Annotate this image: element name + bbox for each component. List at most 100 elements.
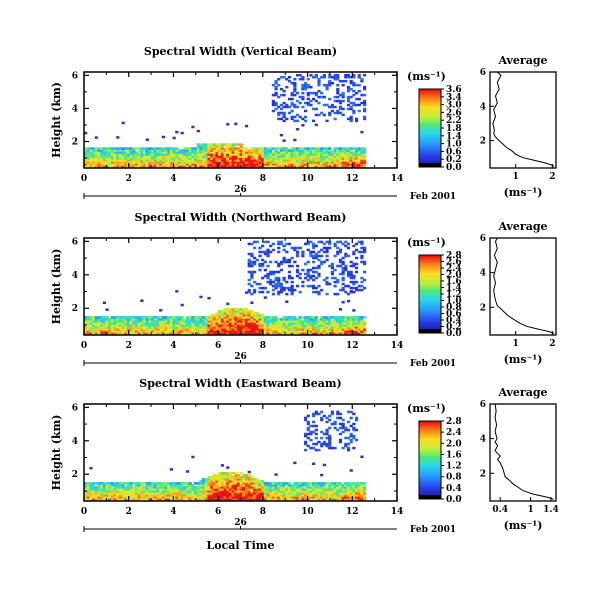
- heatmap-cell: [312, 151, 316, 154]
- heatmap-cell: [269, 272, 273, 276]
- heatmap-cell: [360, 256, 364, 260]
- heatmap-cell: [255, 318, 259, 321]
- heatmap-cell: [306, 444, 310, 448]
- heatmap-cell: [159, 309, 163, 312]
- heatmap-cell: [94, 328, 98, 331]
- heatmap-cell: [333, 422, 337, 426]
- heatmap-cell: [320, 147, 324, 150]
- heatmap-cell: [169, 159, 174, 162]
- heatmap-cell: [175, 332, 179, 335]
- heatmap-cell: [223, 153, 227, 156]
- heatmap-cell: [282, 496, 286, 499]
- heatmap-cell: [121, 330, 125, 333]
- heatmap-cell: [137, 330, 141, 333]
- heatmap-cell: [261, 157, 265, 160]
- heatmap-cell: [231, 149, 235, 152]
- heatmap-cell: [105, 496, 109, 499]
- heatmap-cell: [140, 496, 144, 499]
- heatmap-cell: [290, 151, 294, 154]
- heatmap-cell: [338, 163, 343, 166]
- colorbar-swatch: [419, 102, 441, 106]
- heatmap-cell: [314, 326, 318, 329]
- heatmap-cell: [290, 163, 294, 166]
- heatmap-cell: [102, 490, 106, 493]
- heatmap-cell: [207, 486, 211, 489]
- heatmap-cell: [253, 482, 257, 485]
- heatmap-cell: [317, 81, 321, 85]
- heatmap-cell: [360, 159, 364, 162]
- colorbar-label: 0.0: [446, 495, 462, 505]
- heatmap-cell: [258, 157, 262, 160]
- heatmap-cell: [126, 490, 131, 493]
- heatmap-cell: [231, 312, 235, 315]
- heatmap-cell: [261, 318, 265, 321]
- heatmap-cell: [244, 484, 249, 487]
- heatmap-cell: [306, 103, 310, 107]
- heatmap-cell: [204, 320, 208, 323]
- heatmap-cell: [317, 147, 321, 150]
- heatmap-cell: [336, 83, 340, 87]
- heatmap-cell: [218, 472, 222, 475]
- heatmap-cell: [266, 254, 270, 258]
- heatmap-cell: [177, 484, 182, 487]
- heatmap-cell: [352, 428, 356, 432]
- heatmap-cell: [314, 496, 318, 499]
- heatmap-cell: [336, 316, 340, 319]
- heatmap-cell: [285, 153, 289, 156]
- heatmap-cell: [191, 498, 195, 501]
- heatmap-cell: [263, 153, 267, 156]
- heatmap-cell: [242, 332, 246, 335]
- heatmap-cell: [333, 244, 337, 248]
- heatmap-cell: [306, 284, 310, 288]
- heatmap-cell: [145, 332, 149, 335]
- heatmap-cell: [242, 165, 246, 168]
- colorbar-label: 2.8: [446, 251, 462, 261]
- heatmap-cell: [244, 163, 249, 166]
- heatmap-cell: [159, 332, 163, 335]
- heatmap-cell: [156, 330, 160, 333]
- heatmap-cell: [124, 322, 128, 325]
- heatmap-cell: [175, 155, 179, 158]
- heatmap-cell: [116, 153, 120, 156]
- heatmap-cell: [312, 250, 316, 254]
- heatmap-cell: [132, 496, 136, 499]
- heatmap-cell: [354, 91, 359, 95]
- heatmap-cell: [309, 155, 313, 158]
- heatmap-cell: [244, 308, 249, 311]
- heatmap-cell: [352, 498, 356, 501]
- heatmap-cell: [226, 472, 230, 475]
- heatmap-cell: [223, 157, 227, 160]
- heatmap-cell: [301, 153, 305, 156]
- heatmap-cell: [121, 155, 125, 158]
- heatmap-cell: [207, 476, 211, 479]
- heatmap-cell: [223, 320, 227, 323]
- x-tick-label: 10: [301, 174, 314, 184]
- heatmap-cell: [271, 83, 275, 87]
- heatmap-cell: [357, 284, 361, 288]
- heatmap-cell: [110, 328, 115, 331]
- heatmap-cell: [322, 73, 326, 77]
- heatmap-cell: [161, 161, 165, 164]
- heatmap-cell: [274, 324, 278, 327]
- heatmap-cell: [255, 149, 259, 152]
- heatmap-cell: [303, 448, 308, 452]
- heatmap-cell: [274, 85, 278, 89]
- heatmap-cell: [295, 153, 300, 156]
- heatmap-cell: [108, 496, 112, 499]
- heatmap-cell: [196, 484, 200, 487]
- heatmap-cell: [317, 264, 321, 268]
- heatmap-cell: [328, 81, 332, 85]
- heatmap-cell: [349, 482, 353, 485]
- heatmap-cell: [159, 490, 163, 493]
- heatmap-cell: [236, 478, 241, 481]
- heatmap-cell: [116, 320, 120, 323]
- heatmap-cell: [325, 159, 329, 162]
- heatmap-cell: [193, 153, 198, 156]
- heatmap-cell: [180, 131, 184, 135]
- heatmap-cell: [151, 486, 155, 489]
- heatmap-cell: [215, 498, 219, 501]
- heatmap-cell: [102, 161, 106, 164]
- heatmap-cell: [328, 324, 332, 327]
- heatmap-cell: [121, 498, 125, 501]
- heatmap-cell: [301, 165, 305, 168]
